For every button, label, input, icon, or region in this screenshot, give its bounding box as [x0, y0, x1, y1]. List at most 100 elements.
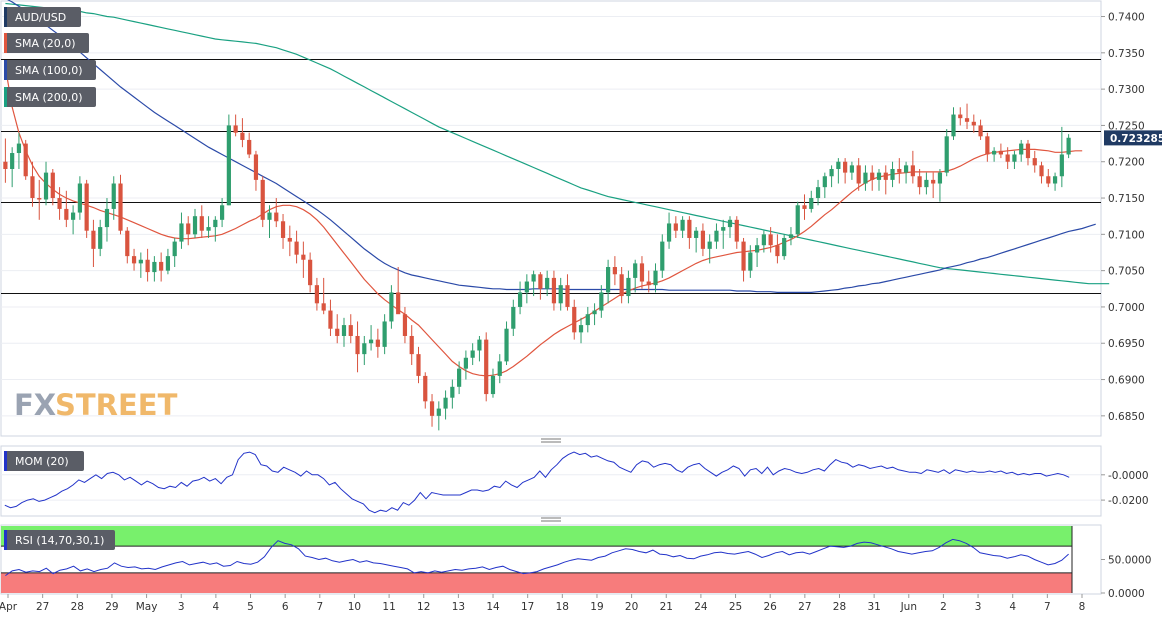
candle-body: [423, 375, 428, 402]
candle: [213, 216, 218, 242]
candle-body: [84, 183, 89, 231]
price-tick-label: 0.7150: [1108, 193, 1145, 205]
candle-body: [951, 114, 956, 137]
candle: [673, 216, 678, 238]
candle: [416, 346, 421, 384]
candle-body: [883, 172, 888, 180]
legend-mom[interactable]: MOM (20): [4, 451, 84, 471]
rsi-tick-label: 50.0000: [1108, 555, 1151, 567]
candle-body: [612, 267, 617, 275]
candle: [863, 165, 868, 191]
fxstreet-watermark: FX STREET: [14, 388, 178, 422]
candle: [1059, 126, 1064, 188]
candle-body: [50, 172, 55, 199]
price-tick-label: 0.6850: [1108, 411, 1145, 423]
rsi-bands: [1, 526, 1073, 593]
candle-body: [159, 261, 164, 271]
candle: [206, 216, 211, 238]
legend-rsi[interactable]: RSI (14,70,30,1): [4, 530, 115, 550]
sma-200-path: [5, 2, 1110, 285]
candle-body: [71, 212, 76, 220]
legend-rsi-bg: [4, 530, 115, 550]
candle-body: [572, 306, 577, 333]
x-axis: Apr 27 28 29 May 3 4 5 6 7 10 11 12 13 14 17 18 19 20 21 24 2…: [0, 594, 1085, 613]
x-tick-label: 2: [940, 601, 947, 613]
candle: [260, 176, 265, 228]
candle-body: [341, 325, 347, 336]
candle-body: [531, 274, 536, 282]
legend-sma-200[interactable]: SMA (200,0): [4, 87, 96, 107]
candle-body: [362, 343, 367, 355]
legend-symbol-accent: [4, 7, 7, 27]
candle: [714, 223, 719, 249]
candle: [897, 158, 902, 184]
candle: [362, 335, 367, 366]
candle-body: [274, 212, 279, 222]
candle: [849, 161, 855, 180]
candle-body: [985, 136, 990, 155]
rsi-path: [5, 538, 1069, 577]
mom-tick-label: -0.0000: [1108, 470, 1149, 482]
candle: [321, 277, 326, 315]
resize-handle-rsi[interactable]: [541, 517, 561, 522]
candle: [98, 219, 103, 257]
price-tick-label: 0.7050: [1108, 266, 1145, 278]
legend-symbol[interactable]: AUD/USD: [4, 7, 81, 27]
candle-body: [578, 325, 584, 333]
candle-body: [687, 219, 692, 238]
candle-body: [788, 234, 794, 238]
candle-body: [829, 168, 834, 177]
candle-body: [294, 241, 299, 255]
candle-body: [619, 274, 624, 297]
candle: [768, 227, 773, 253]
candle-body: [402, 314, 408, 336]
candle-body: [1066, 137, 1071, 155]
candle: [843, 158, 848, 184]
candle: [104, 198, 110, 242]
candle-body: [660, 241, 665, 271]
candle-body: [673, 223, 678, 231]
candle: [199, 205, 204, 238]
candle: [3, 138, 8, 183]
legend-sma-100[interactable]: SMA (100,0): [4, 60, 96, 80]
candle: [741, 237, 746, 282]
x-tick-label: 19: [590, 601, 603, 613]
last-price-label: 0.723285: [1110, 133, 1165, 145]
candle: [165, 248, 171, 275]
candle-body: [152, 261, 157, 273]
candle: [382, 314, 387, 355]
candle-body: [321, 303, 326, 311]
candle: [253, 150, 259, 191]
legend-sma-20-swatch: [4, 33, 7, 53]
legend-sma-20-bg: [4, 33, 89, 53]
candle: [443, 390, 448, 420]
candle-body: [348, 325, 353, 336]
candle: [280, 214, 286, 249]
candle-body: [253, 154, 259, 180]
candle: [301, 241, 306, 278]
candle: [890, 161, 895, 188]
mom-tick-label: -0.0200: [1108, 495, 1149, 507]
resize-handle-mom[interactable]: [541, 438, 561, 443]
x-tick-label: 13: [452, 601, 465, 613]
x-tick-label: 28: [71, 601, 84, 613]
legend-symbol-bg: [4, 7, 81, 27]
candle: [409, 325, 414, 366]
x-tick-label: Apr: [0, 601, 18, 613]
candle-body: [1025, 143, 1031, 159]
candle-body: [57, 198, 62, 209]
legend-sma-100-swatch: [4, 60, 7, 80]
candle-body: [43, 172, 49, 200]
candle-body: [335, 328, 340, 336]
candle-body: [646, 281, 651, 286]
sma-200-line: [5, 2, 1110, 285]
candle-body: [1039, 165, 1044, 177]
candle-body: [219, 205, 225, 220]
candle: [1066, 134, 1071, 159]
candle-body: [118, 183, 123, 231]
candle-body: [37, 198, 42, 200]
candle-body: [700, 230, 706, 249]
legend-sma-20[interactable]: SMA (20,0): [4, 33, 89, 53]
candle: [470, 343, 475, 366]
price-tick-label: 0.7200: [1108, 157, 1145, 169]
